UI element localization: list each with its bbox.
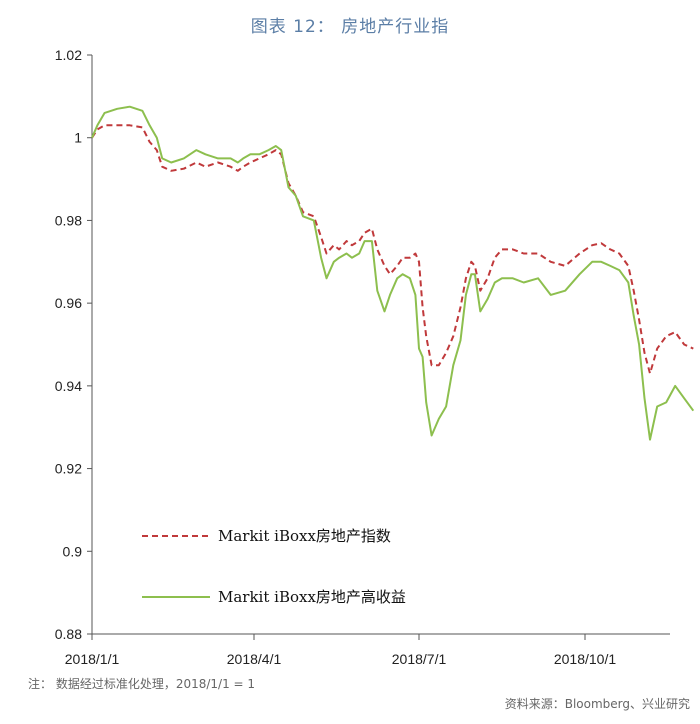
y-tick-label: 0.94 <box>55 378 82 394</box>
y-tick-label: 0.9 <box>63 543 83 559</box>
axes <box>91 55 670 635</box>
y-tick-label: 1 <box>74 130 82 146</box>
y-tick-label: 0.92 <box>55 461 82 477</box>
x-tick-label: 2018/1/1 <box>65 651 120 667</box>
series-lines <box>91 105 695 441</box>
y-tick-label: 0.96 <box>55 295 82 311</box>
series-line-high-yield <box>91 105 695 441</box>
source-note: 资料来源：Bloomberg、兴业研究 <box>504 697 690 711</box>
legend-label: Markit iBoxx房地产高收益 <box>218 588 406 606</box>
footnote: 注： 数据经过标准化处理，2018/1/1 = 1 <box>28 677 256 691</box>
x-axis-ticks: 2018/1/1 2018/4/1 2018/7/1 2018/10/1 <box>65 634 616 667</box>
y-axis-ticks: 1.02 1 0.98 0.96 0.94 0.92 0.9 0.88 <box>55 47 92 642</box>
y-tick-label: 0.98 <box>55 212 82 228</box>
x-tick-label: 2018/4/1 <box>227 651 282 667</box>
legend: Markit iBoxx房地产指数 Markit iBoxx房地产高收益 <box>142 527 406 606</box>
y-tick-label: 1.02 <box>55 47 82 63</box>
y-tick-label: 0.88 <box>55 626 82 642</box>
legend-label: Markit iBoxx房地产指数 <box>218 527 391 545</box>
series-line-index <box>91 124 694 375</box>
chart-title: 图表 12： 房地产行业指 <box>250 17 450 37</box>
x-tick-label: 2018/7/1 <box>392 651 447 667</box>
x-tick-label: 2018/10/1 <box>554 651 616 667</box>
